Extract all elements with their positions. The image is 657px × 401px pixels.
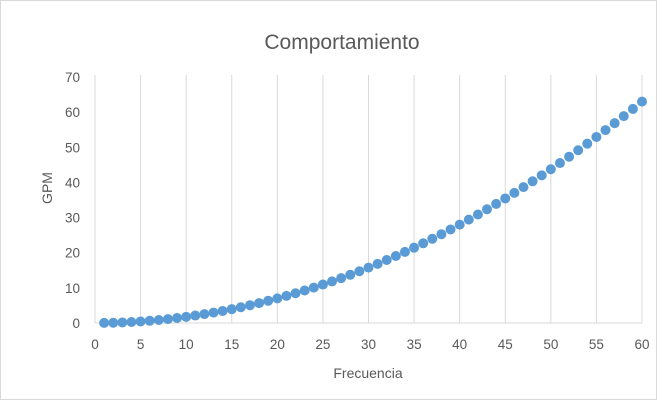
y-tick-label: 50 xyxy=(65,140,80,155)
x-tick-label: 5 xyxy=(137,337,145,352)
data-point xyxy=(336,273,347,284)
data-point xyxy=(427,233,438,244)
y-tick-label: 60 xyxy=(65,105,80,120)
data-point xyxy=(573,145,584,156)
data-point xyxy=(545,164,556,175)
data-point xyxy=(564,151,575,162)
data-point xyxy=(600,125,611,136)
data-point xyxy=(254,298,265,309)
data-point xyxy=(482,204,493,215)
data-point xyxy=(399,246,410,257)
x-tick-label: 45 xyxy=(498,337,513,352)
data-point xyxy=(390,251,401,262)
x-tick-label: 0 xyxy=(91,337,99,352)
data-point xyxy=(509,187,520,198)
gridlines xyxy=(94,75,643,323)
data-point xyxy=(281,290,292,301)
y-axis-label: GPM xyxy=(39,172,55,204)
data-point xyxy=(144,315,155,326)
data-point xyxy=(536,170,547,181)
chart-title: Comportamiento xyxy=(264,31,419,54)
data-point xyxy=(363,262,374,273)
data-point xyxy=(108,317,119,328)
x-tick-label: 60 xyxy=(634,337,649,352)
x-axis-label: Frecuencia xyxy=(333,365,402,381)
data-point xyxy=(299,285,310,296)
data-point xyxy=(317,279,328,290)
y-tick-label: 10 xyxy=(65,281,80,296)
y-tick-label: 0 xyxy=(72,316,80,331)
data-point xyxy=(263,295,274,306)
data-point xyxy=(591,131,602,142)
data-point xyxy=(463,214,474,225)
data-point xyxy=(518,182,529,193)
y-tick-label: 20 xyxy=(65,246,80,261)
data-point xyxy=(217,305,228,316)
x-tick-label: 25 xyxy=(315,337,330,352)
data-point xyxy=(135,316,146,327)
data-point xyxy=(491,198,502,209)
x-tick-label: 30 xyxy=(361,337,376,352)
x-tick-label: 10 xyxy=(179,337,194,352)
data-point xyxy=(454,219,465,230)
data-point xyxy=(272,293,283,304)
x-tick-label: 50 xyxy=(543,337,558,352)
x-tick-label: 35 xyxy=(407,337,422,352)
x-tick-label: 40 xyxy=(452,337,467,352)
data-point xyxy=(181,311,192,322)
data-point xyxy=(153,314,164,325)
data-point xyxy=(618,111,629,122)
data-point xyxy=(235,302,246,313)
data-point xyxy=(582,138,593,149)
data-point xyxy=(500,193,511,204)
data-point xyxy=(445,224,456,235)
data-point xyxy=(372,258,383,269)
data-point xyxy=(290,288,301,299)
data-point xyxy=(527,176,538,187)
data-point xyxy=(208,307,219,318)
data-point xyxy=(345,269,356,280)
data-point xyxy=(190,310,201,321)
data-point xyxy=(409,242,420,253)
data-point xyxy=(637,96,647,107)
data-point xyxy=(472,209,483,220)
data-point xyxy=(381,255,392,266)
x-tick-label: 55 xyxy=(589,337,604,352)
data-point xyxy=(627,103,638,114)
data-point xyxy=(244,300,255,311)
y-tick-label: 40 xyxy=(65,175,80,190)
data-point xyxy=(308,282,319,293)
data-point xyxy=(199,309,210,320)
data-point xyxy=(418,238,429,249)
y-tick-label: 70 xyxy=(65,70,80,85)
data-point xyxy=(99,317,110,328)
data-point xyxy=(554,158,565,169)
x-axis-ticks: 0 5 10 15 20 25 30 35 40 45 50 55 60 xyxy=(91,337,649,352)
data-point xyxy=(226,304,237,315)
data-point xyxy=(609,118,620,129)
data-point xyxy=(354,266,365,277)
x-tick-label: 20 xyxy=(270,337,285,352)
data-point xyxy=(436,229,447,240)
data-point xyxy=(126,317,137,328)
y-tick-label: 30 xyxy=(65,211,80,226)
x-tick-label: 15 xyxy=(224,337,239,352)
data-point xyxy=(117,317,128,328)
data-point xyxy=(327,276,338,287)
data-point xyxy=(162,314,173,325)
data-point xyxy=(172,313,183,324)
y-axis-ticks: 0 10 20 30 40 50 60 70 xyxy=(65,70,80,331)
data-series xyxy=(99,96,647,328)
